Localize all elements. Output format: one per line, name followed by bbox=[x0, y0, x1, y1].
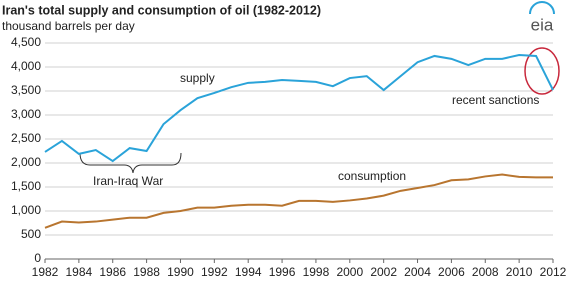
x-tick-label: 2000 bbox=[336, 265, 363, 279]
x-tick-label: 2008 bbox=[472, 265, 499, 279]
x-tick-label: 1992 bbox=[201, 265, 228, 279]
x-tick-label: 2012 bbox=[540, 265, 567, 279]
y-tick-label: 3,500 bbox=[11, 83, 41, 97]
y-tick-label: 1,500 bbox=[11, 179, 41, 193]
y-tick-label: 4,000 bbox=[11, 59, 41, 73]
series-line bbox=[44, 53, 554, 163]
series-line bbox=[44, 173, 553, 229]
y-tick-label: 500 bbox=[21, 227, 41, 241]
x-tick-label: 2006 bbox=[438, 265, 465, 279]
y-tick-label: 2,000 bbox=[11, 155, 41, 169]
y-tick-label: 4,500 bbox=[11, 35, 41, 49]
annotation: recent sanctions bbox=[452, 93, 539, 107]
x-tick-label: 1982 bbox=[32, 265, 59, 279]
x-tick-label: 1988 bbox=[133, 265, 160, 279]
y-tick-label: 3,000 bbox=[11, 107, 41, 121]
sanctions-circle bbox=[524, 47, 560, 95]
series-label: consumption bbox=[338, 169, 406, 183]
x-tick-label: 2002 bbox=[370, 265, 397, 279]
y-tick-label: 0 bbox=[34, 251, 41, 265]
logo-text: eia bbox=[531, 15, 554, 34]
x-tick-label: 2004 bbox=[404, 265, 431, 279]
annotation: Iran-Iraq War bbox=[93, 174, 163, 188]
x-tick-label: 1984 bbox=[66, 265, 93, 279]
series-label: supply bbox=[180, 71, 215, 85]
y-tick-label: 1,000 bbox=[11, 203, 41, 217]
war-bracket bbox=[79, 152, 182, 174]
x-tick-label: 1996 bbox=[269, 265, 296, 279]
x-tick-label: 2010 bbox=[506, 265, 533, 279]
logo: eia bbox=[529, 1, 555, 34]
y-tick-label: 2,500 bbox=[11, 131, 41, 145]
chart-subtitle: thousand barrels per day bbox=[2, 19, 135, 33]
x-tick-label: 1994 bbox=[235, 265, 262, 279]
logo-arc bbox=[529, 1, 555, 15]
x-tick-label: 1990 bbox=[167, 265, 194, 279]
x-tick-label: 1998 bbox=[303, 265, 330, 279]
chart-title: Iran's total supply and consumption of o… bbox=[2, 3, 321, 17]
x-tick-label: 1986 bbox=[99, 265, 126, 279]
